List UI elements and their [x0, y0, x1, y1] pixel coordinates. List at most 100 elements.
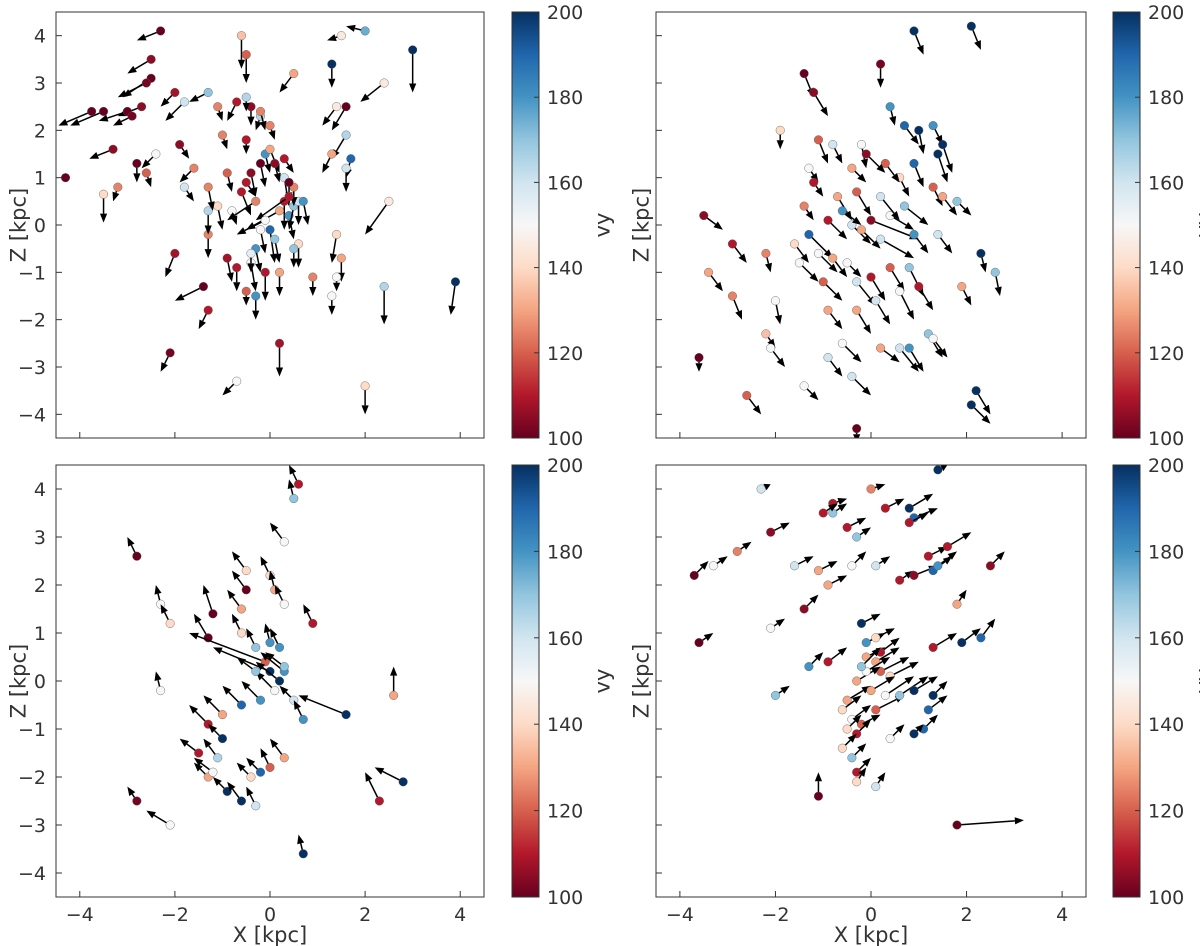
star-point — [871, 561, 881, 571]
star-point — [289, 494, 299, 504]
velocity-arrow-head — [365, 772, 373, 782]
star-point — [976, 248, 986, 258]
star-point — [246, 772, 256, 782]
velocity-arrow-head — [193, 757, 204, 767]
velocity-arrow-head — [260, 652, 270, 661]
star-point — [837, 705, 847, 715]
axes-frame — [55, 11, 485, 439]
star-point — [933, 465, 943, 475]
star-point — [856, 140, 866, 150]
star-point — [341, 163, 351, 173]
star-point — [341, 130, 351, 140]
star-point — [241, 286, 251, 296]
star-point — [856, 662, 866, 672]
velocity-arrow-head — [752, 404, 762, 415]
velocity-arrow-head — [876, 164, 886, 173]
star-point — [332, 272, 342, 282]
star-point — [904, 263, 914, 273]
star-point — [294, 479, 304, 489]
velocity-arrow-head — [804, 556, 814, 564]
star-point — [279, 662, 289, 672]
velocity-arrow-head — [742, 541, 752, 550]
star-point — [99, 189, 109, 199]
velocity-arrow-head — [827, 561, 838, 569]
star-point — [203, 87, 213, 97]
star-point — [809, 177, 819, 187]
velocity-arrow-head — [293, 700, 301, 710]
star-point — [360, 381, 370, 391]
star-point — [255, 106, 265, 116]
y-tick-label: −2 — [18, 310, 46, 332]
colorbar-tick-label: 180 — [547, 87, 583, 109]
star-point — [189, 163, 199, 173]
star-point — [856, 618, 866, 628]
velocity-arrow-head — [891, 173, 900, 183]
star-point — [852, 305, 862, 315]
velocity-arrow-head — [322, 116, 331, 126]
velocity-arrow-head — [877, 772, 886, 782]
data-marks — [58, 24, 460, 415]
star-point — [241, 177, 251, 187]
velocity-arrow-head — [852, 695, 862, 704]
star-point — [923, 551, 933, 561]
x-tick-label: 4 — [454, 904, 466, 926]
velocity-arrow-head — [920, 244, 929, 254]
velocity-arrow-head — [805, 210, 814, 221]
velocity-arrow-head — [217, 220, 225, 230]
velocity-arrow-head — [216, 111, 224, 121]
star-point — [799, 604, 809, 614]
star-point — [298, 849, 308, 859]
velocity-arrow-head — [699, 561, 709, 570]
velocity-arrow-head — [862, 386, 871, 396]
star-point — [799, 69, 809, 79]
star-point — [876, 59, 886, 69]
star-point — [108, 144, 118, 154]
star-point — [279, 599, 289, 609]
plot-area — [56, 12, 484, 438]
velocity-arrow-head — [260, 748, 268, 758]
star-point — [732, 546, 742, 556]
velocity-arrow-head — [374, 767, 385, 775]
velocity-arrow-head — [287, 479, 295, 490]
velocity-arrow-head — [890, 637, 900, 647]
star-point — [165, 820, 175, 830]
star-point — [861, 652, 871, 662]
velocity-arrow-head — [327, 34, 337, 41]
star-point — [813, 135, 823, 145]
velocity-arrow-head — [233, 282, 241, 292]
velocity-arrow-head — [962, 206, 972, 216]
star-point — [985, 561, 995, 571]
velocity-arrow-head — [763, 483, 771, 491]
star-point — [928, 182, 938, 192]
y-tick-label: −1 — [18, 719, 46, 741]
velocity-arrow-head — [409, 83, 417, 93]
velocity-arrow-head — [99, 213, 108, 223]
velocity-arrow-head — [328, 78, 336, 88]
star-point — [909, 570, 919, 580]
velocity-arrow-head — [852, 268, 862, 278]
star-point — [336, 253, 346, 263]
velocity-arrow-head — [287, 220, 295, 230]
velocity-arrow-head — [242, 145, 250, 154]
star-point — [842, 695, 852, 705]
velocity-arrow-head — [880, 657, 891, 665]
velocity-arrow-head — [361, 405, 369, 415]
star-point — [813, 566, 823, 576]
colorbar-tick-label: 120 — [547, 343, 583, 365]
velocity-arrow-head — [895, 724, 905, 734]
star-point — [203, 305, 213, 315]
velocity-arrow-head — [870, 714, 881, 722]
colorbar-tick-label: 200 — [547, 455, 583, 477]
velocity-arrow-head — [259, 177, 268, 188]
star-point — [87, 106, 97, 116]
velocity-arrow-head — [837, 503, 848, 512]
velocity-arrow-head — [332, 282, 341, 292]
plot-area — [656, 12, 1086, 438]
x-tick-label: 4 — [1056, 904, 1068, 926]
star-point — [270, 686, 280, 696]
x-tick-label: 2 — [359, 904, 371, 926]
star-point — [871, 633, 881, 643]
star-point — [823, 580, 833, 590]
star-point — [217, 710, 227, 720]
velocity-arrow-head — [986, 618, 996, 628]
